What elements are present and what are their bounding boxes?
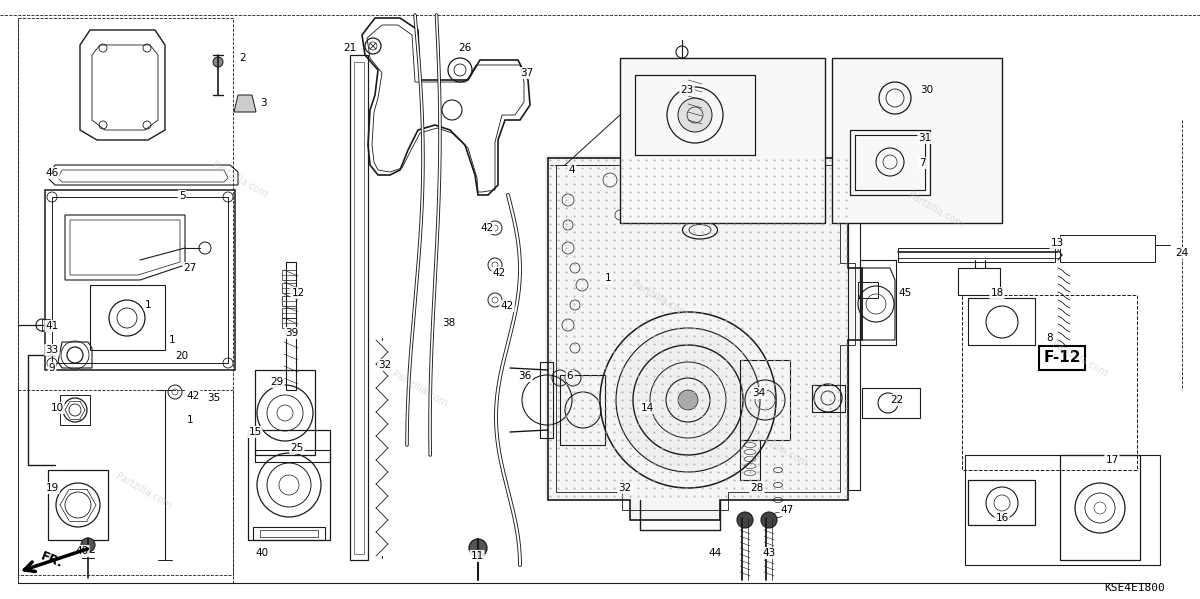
Text: 42: 42 <box>500 301 514 311</box>
Text: 13: 13 <box>1050 238 1063 248</box>
Text: 37: 37 <box>521 68 534 78</box>
Circle shape <box>737 512 754 528</box>
Text: 9: 9 <box>49 363 55 373</box>
Bar <box>18 390 233 575</box>
Text: 41: 41 <box>46 321 59 331</box>
Text: 40: 40 <box>76 546 89 556</box>
Text: 25: 25 <box>290 443 304 453</box>
Text: F-12: F-12 <box>1043 350 1081 365</box>
Text: FR.: FR. <box>38 550 65 570</box>
Text: 31: 31 <box>918 133 931 143</box>
Text: 33: 33 <box>46 345 59 355</box>
Polygon shape <box>548 158 862 520</box>
Text: 1: 1 <box>145 300 151 310</box>
Text: 2: 2 <box>240 53 246 63</box>
Circle shape <box>82 538 95 552</box>
Text: 40: 40 <box>256 548 269 558</box>
Circle shape <box>214 57 223 67</box>
Text: 12: 12 <box>292 288 305 298</box>
Text: 47: 47 <box>780 505 793 515</box>
Text: 32: 32 <box>618 483 631 493</box>
Text: 15: 15 <box>248 427 262 437</box>
Text: KSE4E1800: KSE4E1800 <box>1105 583 1165 593</box>
Text: Partzilla.com: Partzilla.com <box>750 429 810 469</box>
Bar <box>18 18 233 583</box>
Circle shape <box>678 98 712 132</box>
Text: 32: 32 <box>378 360 391 370</box>
Bar <box>545 155 850 500</box>
Text: 19: 19 <box>46 483 59 493</box>
Text: 42: 42 <box>186 391 199 401</box>
Text: 38: 38 <box>443 318 456 328</box>
Circle shape <box>678 390 698 410</box>
Text: 44: 44 <box>708 548 721 558</box>
Text: 45: 45 <box>899 288 912 298</box>
Text: 1: 1 <box>605 273 611 283</box>
Text: 14: 14 <box>641 403 654 413</box>
Text: 42: 42 <box>480 223 493 233</box>
Text: 20: 20 <box>175 351 188 361</box>
Text: 36: 36 <box>518 371 532 381</box>
Text: Partzilla.com: Partzilla.com <box>390 370 450 409</box>
Circle shape <box>616 328 760 472</box>
Text: 22: 22 <box>890 395 904 405</box>
Text: 5: 5 <box>179 191 185 201</box>
Text: 42: 42 <box>492 268 505 278</box>
Text: Partzilla.com: Partzilla.com <box>1050 340 1110 379</box>
Text: 30: 30 <box>920 85 934 95</box>
Text: Partzilla.com: Partzilla.com <box>114 471 174 511</box>
Text: 27: 27 <box>184 263 197 273</box>
Bar <box>620 58 826 223</box>
Text: 11: 11 <box>470 551 484 561</box>
Text: 39: 39 <box>286 328 299 338</box>
Text: 23: 23 <box>680 85 694 95</box>
Text: 1: 1 <box>169 335 175 345</box>
Text: 18: 18 <box>990 288 1003 298</box>
Text: Partzilla.com: Partzilla.com <box>210 160 270 199</box>
Text: 4: 4 <box>569 165 575 175</box>
Text: Partzilla.com: Partzilla.com <box>906 190 966 229</box>
Polygon shape <box>234 95 256 112</box>
Text: 7: 7 <box>919 158 925 168</box>
Bar <box>962 295 1138 470</box>
Text: Partzilla.com: Partzilla.com <box>630 280 690 319</box>
Bar <box>965 455 1160 565</box>
Text: 35: 35 <box>208 393 221 403</box>
Circle shape <box>761 512 778 528</box>
Text: 43: 43 <box>762 548 775 558</box>
Text: 6: 6 <box>566 371 574 381</box>
Text: 28: 28 <box>750 483 763 493</box>
Text: 34: 34 <box>752 388 766 398</box>
Text: 16: 16 <box>995 513 1009 523</box>
Text: 3: 3 <box>259 98 266 108</box>
Text: 10: 10 <box>50 403 64 413</box>
Text: 21: 21 <box>343 43 356 53</box>
Text: 26: 26 <box>458 43 472 53</box>
Text: 24: 24 <box>1175 248 1189 258</box>
Text: 17: 17 <box>1105 455 1118 465</box>
Text: 29: 29 <box>270 377 283 387</box>
Text: 8: 8 <box>1046 333 1054 343</box>
Text: 46: 46 <box>46 168 59 178</box>
Text: 1: 1 <box>187 415 193 425</box>
Circle shape <box>469 539 487 557</box>
Bar <box>832 58 1002 223</box>
